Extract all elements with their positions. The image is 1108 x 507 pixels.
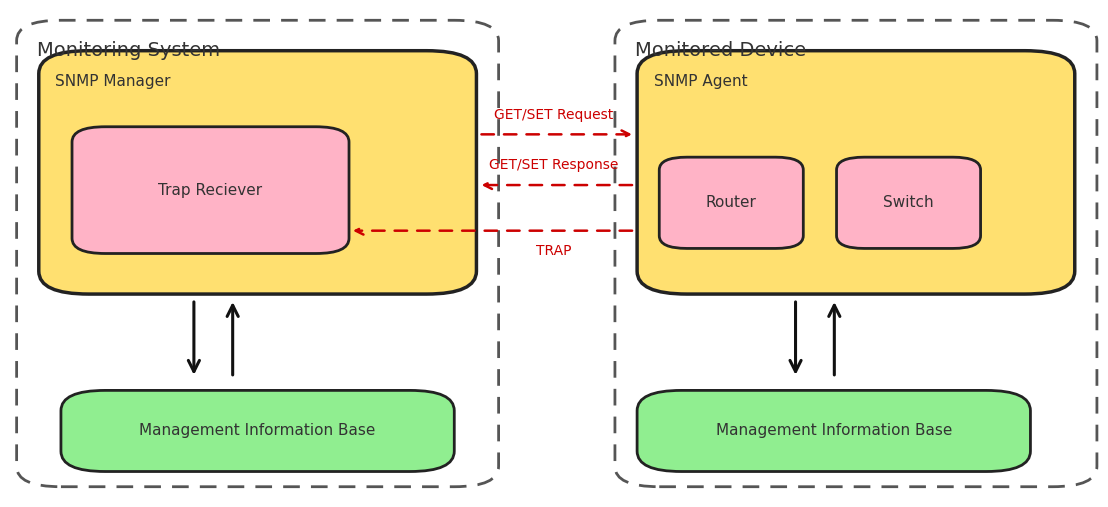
- Text: Management Information Base: Management Information Base: [716, 423, 952, 439]
- Text: GET/SET Request: GET/SET Request: [494, 107, 614, 122]
- Text: Monitoring System: Monitoring System: [37, 41, 219, 59]
- FancyBboxPatch shape: [637, 390, 1030, 472]
- FancyBboxPatch shape: [72, 127, 349, 254]
- Text: Management Information Base: Management Information Base: [140, 423, 376, 439]
- FancyBboxPatch shape: [615, 20, 1097, 487]
- Text: Router: Router: [706, 195, 757, 210]
- Text: SNMP Agent: SNMP Agent: [654, 74, 747, 89]
- Text: Trap Reciever: Trap Reciever: [158, 183, 263, 198]
- FancyBboxPatch shape: [637, 51, 1075, 294]
- FancyBboxPatch shape: [659, 157, 803, 248]
- Text: SNMP Manager: SNMP Manager: [55, 74, 171, 89]
- Text: Switch: Switch: [883, 195, 934, 210]
- FancyBboxPatch shape: [17, 20, 499, 487]
- Text: GET/SET Response: GET/SET Response: [490, 158, 618, 172]
- FancyBboxPatch shape: [39, 51, 476, 294]
- Text: Monitored Device: Monitored Device: [635, 41, 806, 59]
- Text: TRAP: TRAP: [536, 244, 572, 259]
- FancyBboxPatch shape: [837, 157, 981, 248]
- FancyBboxPatch shape: [61, 390, 454, 472]
